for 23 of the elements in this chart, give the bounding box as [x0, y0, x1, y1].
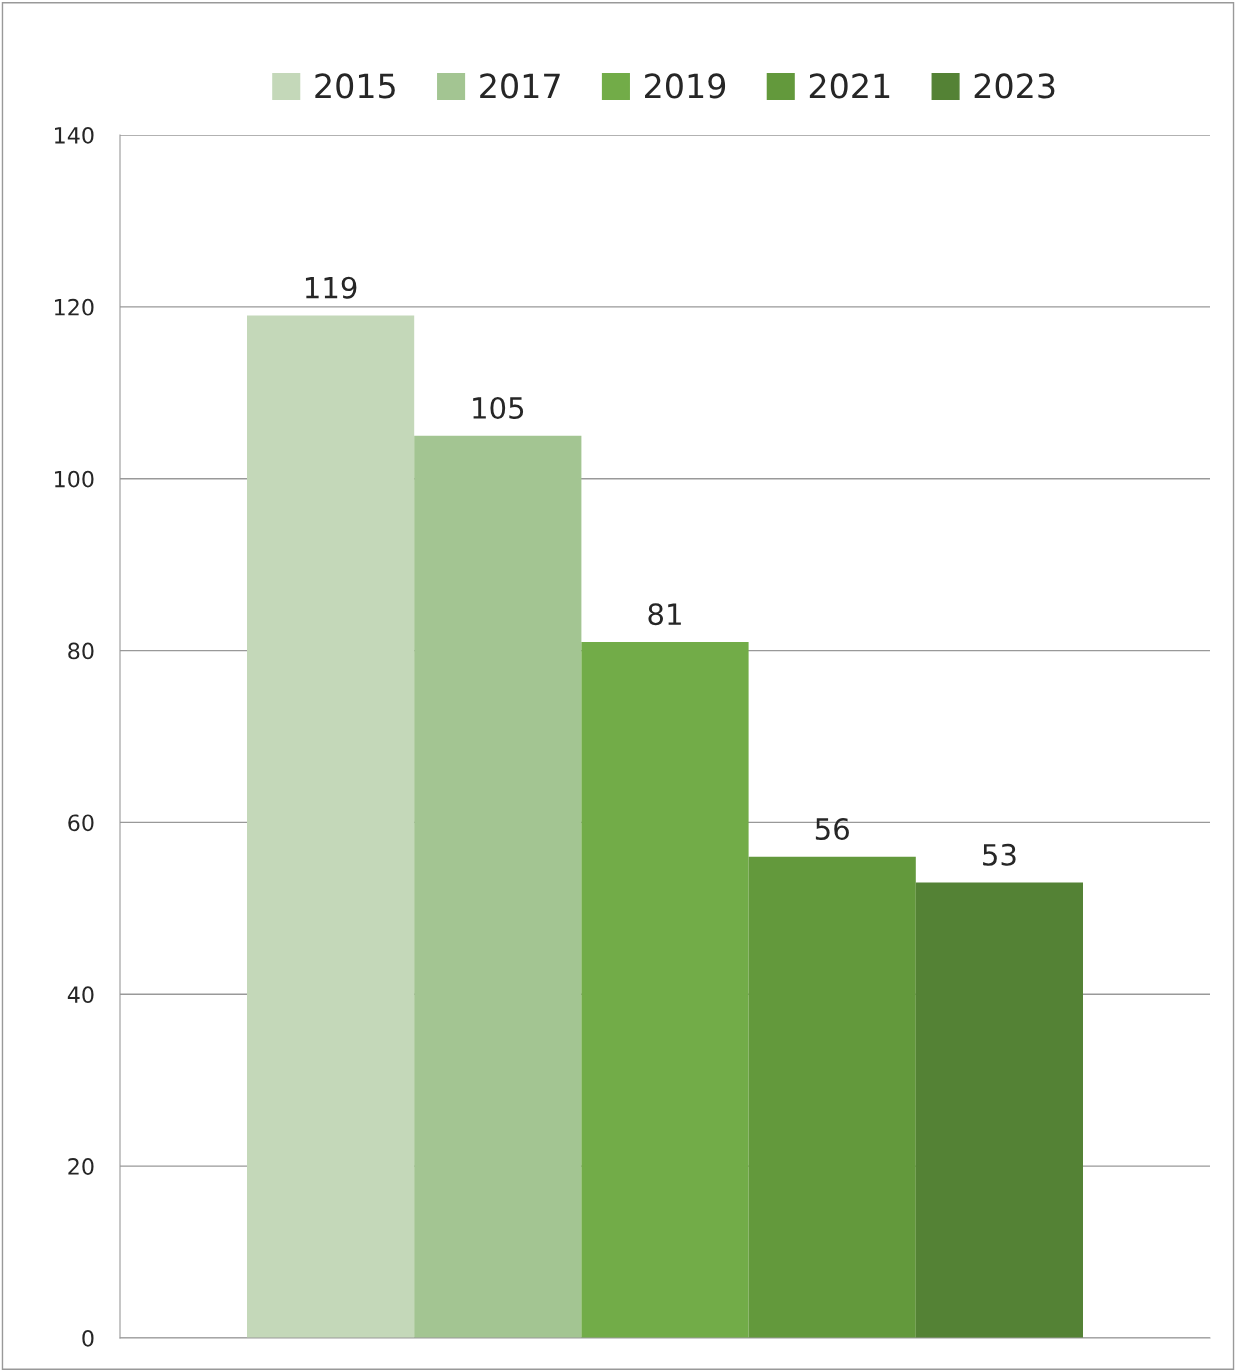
- y-tick-label: 140: [55, 126, 94, 144]
- data-label: 53: [983, 843, 1016, 866]
- data-label: 56: [815, 817, 849, 841]
- data-label: 81: [648, 603, 681, 626]
- bar: [414, 435, 582, 1338]
- y-tick-label: 20: [68, 1158, 94, 1175]
- y-tick-label: 40: [67, 986, 94, 1004]
- y-tick-label: 60: [68, 814, 94, 832]
- y-tick-label: 120: [55, 298, 94, 316]
- legend-label: 2021: [809, 73, 890, 99]
- legend-label: 2015: [315, 73, 395, 99]
- bar: [247, 315, 415, 1338]
- legend-label: 2017: [480, 73, 560, 99]
- bar: [748, 856, 916, 1338]
- legend-label: 2023: [974, 73, 1055, 99]
- bar: [581, 641, 749, 1338]
- y-tick-label: 100: [55, 470, 94, 488]
- y-tick-label: 0: [82, 1329, 94, 1347]
- data-label: 105: [473, 396, 524, 419]
- y-tick-label: 80: [68, 642, 94, 660]
- bar: [915, 882, 1083, 1338]
- data-label: 119: [305, 276, 357, 299]
- legend-label: 2019: [645, 73, 726, 99]
